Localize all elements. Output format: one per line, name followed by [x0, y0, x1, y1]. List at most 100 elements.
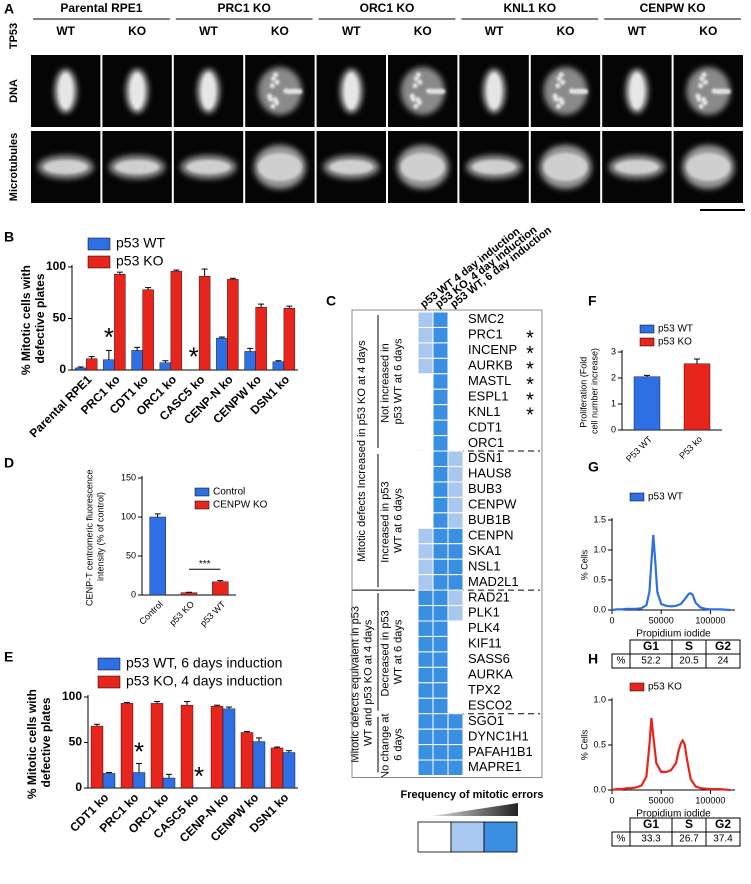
- bar: [244, 351, 256, 371]
- heatmap-cell: [432, 543, 449, 560]
- significance-mark: *: [189, 341, 199, 371]
- gene-label: PAFAH1B1: [468, 744, 533, 759]
- gene-asterisk: *: [526, 358, 534, 380]
- chromatin-spot: [558, 72, 564, 78]
- significance-label: ***: [199, 559, 211, 570]
- chromatin-spot: [286, 88, 292, 94]
- chromatin-spot: [556, 76, 562, 82]
- y-axis-label: % Cells: [579, 729, 589, 760]
- group-title: CENPW KO: [640, 1, 706, 15]
- genotype-label: WT: [628, 24, 647, 38]
- group-title: PRC1 KO: [218, 1, 271, 15]
- heatmap-cell: [447, 605, 464, 622]
- bar: [222, 708, 236, 789]
- x-tick-label: 100000: [695, 795, 725, 805]
- heatmap-cell: [417, 311, 434, 328]
- legend-wedge: [432, 803, 518, 816]
- y-tick-label: 50: [53, 311, 67, 325]
- bar: [282, 752, 296, 789]
- heatmap-cell: [417, 697, 434, 715]
- group-title: KNL1 KO: [503, 1, 556, 15]
- chromatin-spot: [412, 83, 418, 89]
- x-tick-label: 50000: [649, 615, 674, 625]
- gene-asterisk: *: [526, 389, 534, 411]
- legend-label: CENPW KO: [213, 500, 268, 511]
- subgroup-label: Decreased in p53 WT at 6 days: [379, 607, 404, 696]
- chromatin: [686, 67, 731, 115]
- heatmap-cell: [432, 558, 449, 576]
- table-cell: 33.3: [641, 834, 661, 845]
- bar: [255, 306, 267, 371]
- gene-label: PLK1: [468, 605, 500, 620]
- bar: [212, 581, 229, 596]
- y-axis-label: % Cells: [579, 549, 589, 580]
- chromatin-spot: [413, 76, 419, 82]
- legend-swatch: [194, 500, 210, 510]
- gene-asterisk: *: [526, 405, 534, 427]
- genotype-label: WT: [56, 24, 75, 38]
- heatmap-cell: [417, 388, 434, 406]
- heatmap-cell: [447, 373, 464, 390]
- x-tick-label: 100000: [695, 615, 725, 625]
- chromatin: [543, 67, 588, 115]
- heatmap-cell: [417, 527, 434, 545]
- heatmap-cell: [417, 682, 434, 699]
- bar: [170, 270, 183, 371]
- heatmap-cell: [417, 759, 434, 776]
- heatmap-cell: [447, 620, 464, 637]
- chromatin-spot: [268, 96, 274, 102]
- table-header: G2: [715, 639, 731, 653]
- bar: [198, 276, 211, 371]
- heatmap-cell: [432, 450, 449, 467]
- spindle-core: [614, 160, 659, 174]
- legend-label: p53 WT: [116, 235, 165, 251]
- chromatin-core: [487, 73, 502, 109]
- chromatin-spot: [559, 100, 565, 106]
- heatmap-cell: [432, 342, 449, 359]
- heatmap-cell: [447, 326, 464, 344]
- gene-label: CDT1: [468, 419, 502, 434]
- side-label: TP53: [8, 23, 20, 49]
- panel-c-frame: [351, 309, 543, 778]
- y-tick-label: 100: [121, 511, 136, 521]
- bar: [252, 741, 266, 789]
- x-tick-label: 50000: [649, 795, 674, 805]
- genotype-label: KO: [557, 24, 575, 38]
- chromatin-spot: [702, 100, 708, 106]
- x-tick-label: Control: [137, 599, 165, 627]
- legend-swatch: [450, 821, 485, 853]
- gene-label: PLK4: [468, 620, 500, 635]
- subgroup-label: Not increased in p53 WT at 6 days: [379, 338, 404, 425]
- bar: [180, 704, 194, 789]
- heatmap-cell: [447, 635, 464, 653]
- heatmap-cell: [432, 759, 449, 776]
- heatmap-cell: [432, 311, 449, 328]
- bar: [85, 358, 98, 371]
- chromatin-spot: [429, 88, 435, 94]
- y-axis-label: Proliferation (Fold cell number increase…: [579, 348, 600, 434]
- bar: [270, 747, 284, 789]
- heatmap-cell: [447, 589, 464, 607]
- legend-swatch: [87, 237, 111, 251]
- chromatin: [257, 67, 302, 115]
- legend-swatch: [87, 255, 111, 269]
- heatmap-cell: [417, 635, 434, 653]
- chromatin-spot: [413, 103, 419, 109]
- bar: [74, 367, 87, 371]
- x-tick-label: p53 WT: [198, 599, 228, 629]
- panel-label: G: [588, 459, 599, 475]
- gene-asterisk: *: [526, 343, 534, 365]
- chromatin-spot: [274, 79, 280, 85]
- chromatin-spot: [433, 88, 439, 94]
- y-tick-label: 0.5: [593, 574, 606, 584]
- table-cell: 26.7: [679, 834, 699, 845]
- heatmap-cell: [432, 728, 449, 746]
- group-label: Mitotic defects Increased in p53 KO at 4…: [356, 340, 368, 562]
- chromatin-spot: [701, 72, 707, 78]
- heatmap-cell: [432, 620, 449, 637]
- heatmap-cell: [447, 388, 464, 406]
- legend-title: Frequency of mitotic errors: [400, 789, 543, 801]
- chromatin-spot: [416, 100, 422, 106]
- chromatin-spot: [553, 96, 559, 102]
- y-tick-label: 1.0: [593, 544, 606, 554]
